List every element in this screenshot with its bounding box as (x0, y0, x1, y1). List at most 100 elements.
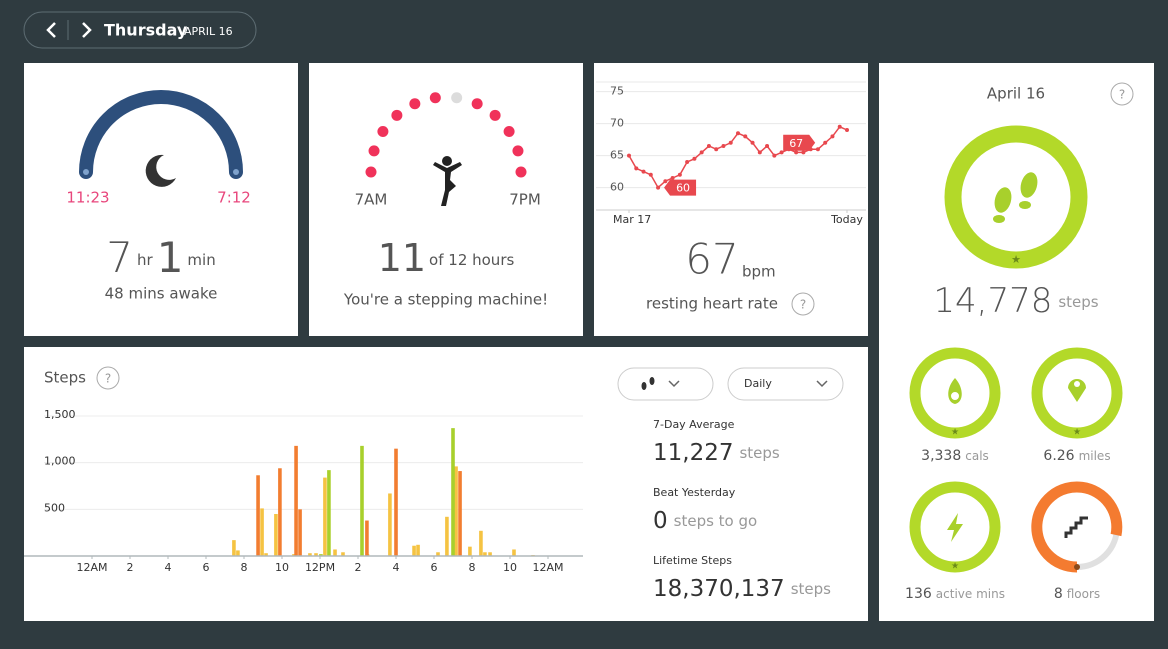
pin-icon (1068, 379, 1086, 402)
y-tick-label: 75 (610, 85, 624, 98)
step-bar (319, 554, 323, 556)
step-bar (451, 428, 455, 556)
heart-label: resting heart rate (646, 295, 778, 313)
step-bar (298, 509, 302, 556)
help-text: ? (105, 372, 111, 386)
step-bar (468, 546, 472, 556)
x-tick-label: 6 (431, 561, 438, 574)
help-icon[interactable] (791, 292, 815, 316)
x-tick-label: 4 (393, 561, 400, 574)
heart-point (794, 150, 799, 155)
step-bar (278, 468, 282, 556)
y-tick-label: 500 (44, 501, 65, 514)
distance-ring (1031, 347, 1123, 439)
stat-unit: steps (739, 444, 779, 462)
heart-point (845, 128, 849, 132)
help-icon[interactable] (96, 366, 120, 390)
steps-value: 14,778 (933, 281, 1052, 321)
heart-point (641, 169, 646, 174)
stat-value: 0 steps to go (653, 508, 757, 534)
step-bar (458, 471, 462, 556)
x-tick-label: Today (830, 213, 863, 226)
y-tick-label: 70 (610, 117, 624, 130)
hour-dot (409, 98, 421, 110)
floors-ring (1031, 481, 1123, 573)
metric-value: 6.26 (1043, 448, 1074, 464)
hour-dot (368, 145, 380, 157)
hour-dot (489, 109, 501, 121)
heart-point (714, 147, 719, 152)
hour-dot (391, 109, 403, 121)
heart-point (663, 179, 668, 184)
hour-dot (429, 92, 441, 104)
x-tick-label: 12AM (532, 561, 563, 574)
prev-button[interactable] (46, 22, 56, 38)
period-dropdown[interactable] (727, 367, 844, 401)
metric: 3,338 cals (921, 448, 989, 464)
hour-dot (515, 166, 527, 178)
x-tick-label: Mar 17 (613, 213, 651, 226)
help-icon[interactable] (1110, 82, 1134, 106)
star: ★ (951, 428, 959, 438)
annotation-flag (783, 134, 816, 151)
annotation-flag (664, 179, 697, 196)
sleep-arc (79, 90, 243, 179)
stat-label: 7-Day Average (653, 418, 735, 431)
day: Thursday (104, 21, 188, 40)
step-bar (256, 475, 260, 556)
awake: 48 mins awake (105, 285, 218, 303)
sleep-card (24, 63, 298, 336)
step-bar (236, 550, 240, 556)
heart-unit: bpm (742, 263, 776, 281)
hours: 7 (106, 233, 133, 282)
annotation-label: 60 (676, 182, 690, 195)
step-bar (274, 514, 278, 556)
step-bar (436, 552, 440, 556)
heart-point (736, 131, 740, 136)
x-tick-label: 12AM (76, 561, 107, 574)
step-bar (294, 445, 298, 556)
metric-value: 8 (1054, 586, 1063, 602)
heart-point (634, 166, 639, 171)
y-tick-label: 1,000 (44, 455, 76, 468)
stat-unit: steps (791, 580, 831, 598)
flame-icon (948, 378, 962, 404)
step-bar (412, 545, 416, 556)
x-tick-label: 6 (203, 561, 210, 574)
next-button[interactable] (82, 22, 92, 38)
step-bar (292, 554, 296, 556)
metric: 6.26 miles (1043, 448, 1110, 464)
sleep-duration: 7 hr1 min (106, 233, 215, 282)
metric-unit: cals (965, 449, 989, 463)
ring-dot (1074, 564, 1080, 570)
heart-point (685, 160, 690, 164)
count: 11 (378, 236, 426, 280)
metric-dropdown[interactable] (617, 367, 714, 401)
heart-point (757, 150, 762, 155)
footprints-icon (993, 172, 1038, 223)
metric: 8 floors (1054, 586, 1100, 602)
heart-point (830, 134, 835, 139)
hourly-count: 11 of 12 hours (378, 236, 515, 280)
step-bar (394, 448, 398, 556)
steps-title: Steps (44, 369, 86, 387)
sleep-end: 7:12 (217, 189, 251, 207)
goal-text: of 12 hours (429, 251, 514, 269)
stairs-icon (1064, 516, 1088, 538)
x-tick-label: 4 (165, 561, 172, 574)
hourly-start: 7AM (355, 191, 388, 209)
y-tick-label: 1,500 (44, 408, 76, 421)
steps-ring (944, 125, 1088, 269)
metric-unit: miles (1079, 449, 1111, 463)
stat-number: 18,370,137 (653, 576, 785, 602)
heart-point (692, 156, 697, 161)
step-bar (483, 552, 487, 556)
heart-point (677, 172, 682, 177)
heart-point (706, 144, 711, 148)
hours-unit: hr (137, 251, 154, 269)
footprint-small (641, 377, 655, 390)
heart-point (721, 144, 726, 148)
metric-unit: active mins (936, 587, 1005, 601)
help-text: ? (1119, 88, 1125, 102)
